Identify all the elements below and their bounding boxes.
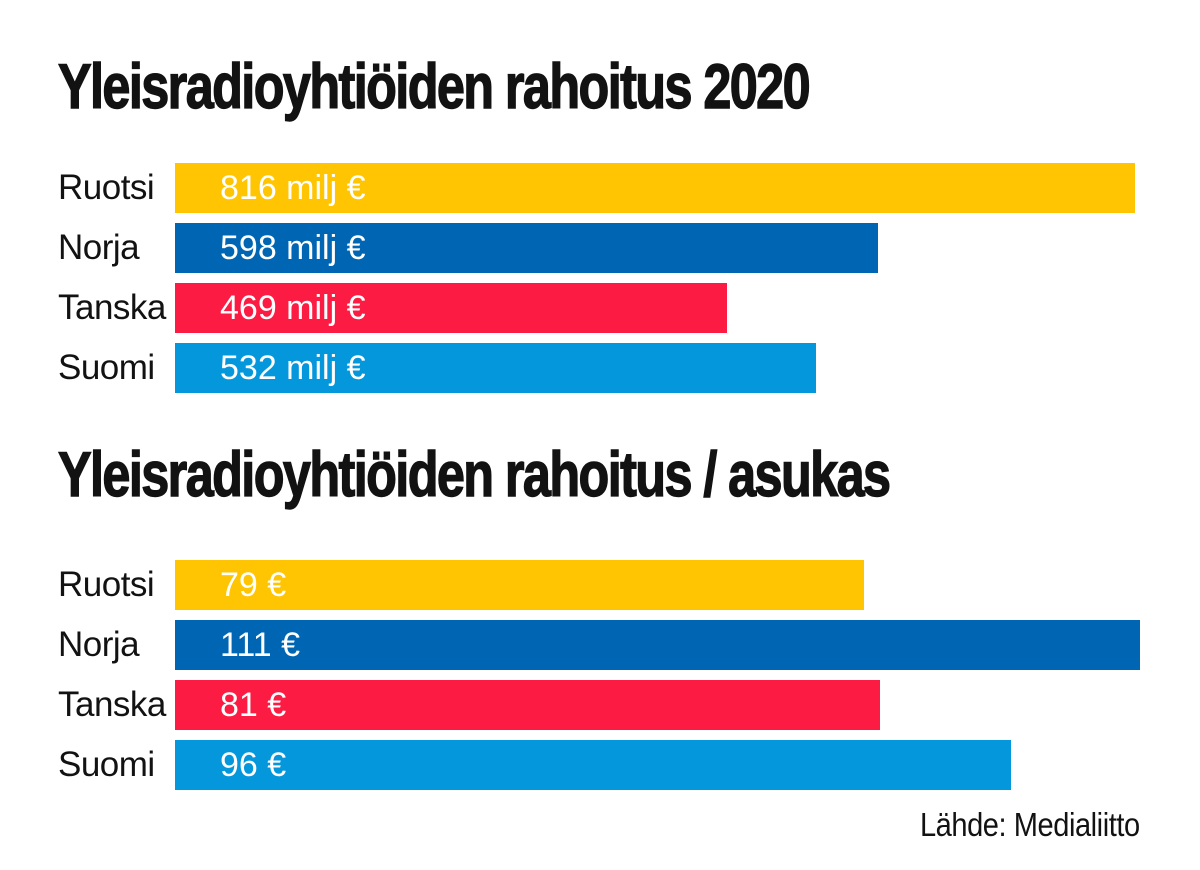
value-label: 111 € (220, 625, 301, 664)
value-label: 79 € (220, 565, 287, 604)
bar-row-suomi: Suomi 96 € (0, 740, 1200, 790)
chart-title-per-capita: Yleisradioyhtiöiden rahoitus / asukas (57, 440, 891, 510)
category-label: Ruotsi (58, 168, 155, 207)
value-label: 96 € (220, 745, 287, 784)
category-label: Norja (58, 625, 140, 664)
category-label: Ruotsi (58, 565, 155, 604)
value-label: 598 milj € (220, 228, 366, 267)
bar-row-ruotsi: Ruotsi 79 € (0, 560, 1200, 610)
bar-track: 598 milj € (175, 223, 1140, 273)
source-credit: Lähde: Medialiitto (920, 806, 1140, 843)
value-label: 816 milj € (220, 168, 366, 207)
bar-track: 469 milj € (175, 283, 1140, 333)
bar-track: 81 € (175, 680, 1140, 730)
bar-track: 532 milj € (175, 343, 1140, 393)
bar-norja: 111 € (175, 620, 1140, 670)
bar-track: 96 € (175, 740, 1140, 790)
category-label: Suomi (58, 745, 155, 784)
bar-track: 816 milj € (175, 163, 1140, 213)
category-label: Tanska (58, 288, 166, 327)
bar-ruotsi: 79 € (175, 560, 864, 610)
bar-track: 79 € (175, 560, 1140, 610)
value-label: 81 € (220, 685, 287, 724)
value-label: 532 milj € (220, 348, 366, 387)
bar-chart-total-funding: Ruotsi 816 milj € Norja 598 milj € Tanska 469… (0, 163, 1200, 403)
category-label: Tanska (58, 685, 166, 724)
bar-tanska: 469 milj € (175, 283, 727, 333)
bar-norja: 598 milj € (175, 223, 879, 273)
bar-row-tanska: Tanska 81 € (0, 680, 1200, 730)
value-label: 469 milj € (220, 288, 366, 327)
bar-chart-per-capita: Ruotsi 79 € Norja 111 € Tanska 81 € Suomi 96 € (0, 560, 1200, 800)
category-label: Suomi (58, 348, 155, 387)
bar-suomi: 96 € (175, 740, 1011, 790)
bar-row-norja: Norja 111 € (0, 620, 1200, 670)
bar-track: 111 € (175, 620, 1140, 670)
bar-tanska: 81 € (175, 680, 881, 730)
bar-row-tanska: Tanska 469 milj € (0, 283, 1200, 333)
bar-row-norja: Norja 598 milj € (0, 223, 1200, 273)
bar-ruotsi: 816 milj € (175, 163, 1136, 213)
category-label: Norja (58, 228, 140, 267)
chart-title-total-funding: Yleisradioyhtiöiden rahoitus 2020 (57, 52, 811, 122)
bar-suomi: 532 milj € (175, 343, 816, 393)
bar-row-ruotsi: Ruotsi 816 milj € (0, 163, 1200, 213)
bar-row-suomi: Suomi 532 milj € (0, 343, 1200, 393)
